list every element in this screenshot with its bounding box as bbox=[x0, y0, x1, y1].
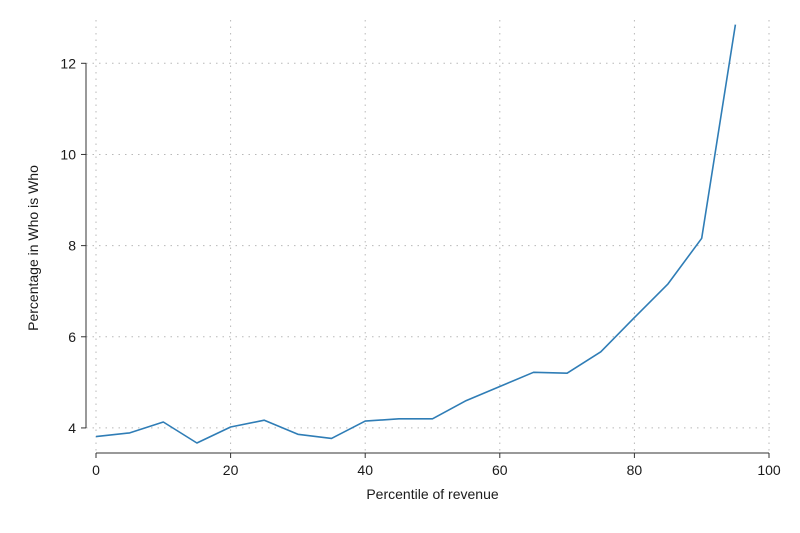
x-tick-label: 100 bbox=[757, 462, 781, 478]
y-tick-label: 10 bbox=[60, 146, 76, 162]
x-tick-label: 40 bbox=[357, 462, 373, 478]
y-tick-label: 8 bbox=[68, 238, 76, 254]
series-line bbox=[95, 24, 737, 444]
series bbox=[95, 24, 737, 444]
y-tick-label: 12 bbox=[60, 55, 76, 71]
y-tick-label: 6 bbox=[68, 329, 76, 345]
axes: 0 20 40 60 80 100 4 6 8 10 12 bbox=[60, 55, 780, 478]
y-tick-label: 4 bbox=[68, 420, 76, 436]
x-tick-label: 80 bbox=[627, 462, 643, 478]
x-tick-label: 20 bbox=[223, 462, 239, 478]
x-tick-label: 60 bbox=[492, 462, 508, 478]
x-tick-label: 0 bbox=[92, 462, 100, 478]
y-axis-title: Percentage in Who is Who bbox=[25, 165, 41, 331]
grid bbox=[86, 20, 770, 453]
x-axis-title: Percentile of revenue bbox=[366, 486, 499, 502]
